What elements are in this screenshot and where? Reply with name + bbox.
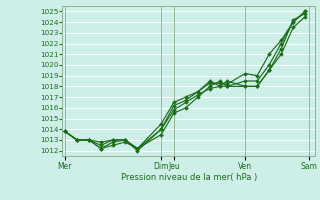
X-axis label: Pression niveau de la mer( hPa ): Pression niveau de la mer( hPa ) — [121, 173, 257, 182]
